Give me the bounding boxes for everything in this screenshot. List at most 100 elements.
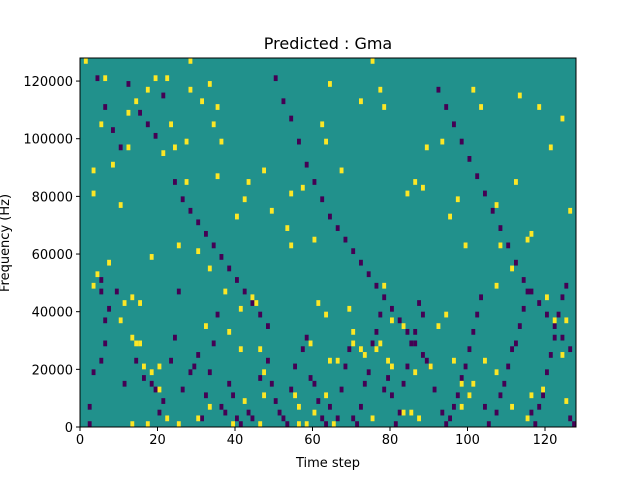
heatmap-cell-high <box>176 421 181 427</box>
heatmap-cell-high <box>211 121 216 128</box>
heatmap-cell-high <box>138 300 142 306</box>
heatmap-cell-low <box>173 334 177 341</box>
heatmap-cell-low <box>180 386 185 393</box>
heatmap-cell-high <box>537 104 542 110</box>
heatmap-cell-high <box>529 230 534 237</box>
heatmap-cell-low <box>87 403 92 410</box>
heatmap-cell-high <box>111 161 115 168</box>
heatmap-cell-low <box>320 196 325 203</box>
heatmap-cell-high <box>269 207 274 214</box>
heatmap-cell-low <box>421 352 425 358</box>
heatmap-cell-low <box>335 225 340 231</box>
heatmap-cell-low <box>378 311 383 318</box>
heatmap-cell-high <box>122 300 127 306</box>
heatmap-cell-low <box>494 409 499 416</box>
heatmap-cell-low <box>421 311 425 318</box>
heatmap-cell-low <box>103 104 108 110</box>
heatmap-cell-high <box>382 282 387 289</box>
heatmap-cells <box>83 58 576 427</box>
heatmap-cell-low <box>169 357 173 364</box>
heatmap-cell-high <box>161 150 166 157</box>
heatmap-cell-low <box>432 386 437 393</box>
heatmap-cell-high <box>242 398 247 404</box>
heatmap-cell-low <box>273 398 278 404</box>
heatmap-cell-low <box>560 294 565 301</box>
heatmap-cell-low <box>483 190 487 197</box>
heatmap-cell-low <box>304 334 309 341</box>
heatmap-cell-high <box>130 294 135 301</box>
heatmap-cell-high <box>401 409 406 416</box>
heatmap-cell-low <box>498 225 503 231</box>
heatmap-cell-high <box>130 334 135 341</box>
heatmap-cell-high <box>529 392 534 399</box>
heatmap-cell-high <box>424 144 429 151</box>
heatmap-cell-low <box>145 121 150 128</box>
heatmap-cell-low <box>219 403 224 410</box>
heatmap-cell-high <box>126 144 131 151</box>
plot-background <box>80 58 576 427</box>
heatmap-cell-high <box>409 409 414 416</box>
heatmap-cell-high <box>444 311 449 318</box>
heatmap-cell-high <box>188 58 193 64</box>
heatmap-cell-high <box>250 294 255 301</box>
heatmap-cell-low <box>215 311 220 318</box>
heatmap-cell-low <box>448 415 452 422</box>
heatmap-cell-low <box>479 294 483 301</box>
heatmap-cell-low <box>207 369 212 376</box>
heatmap-cell-low <box>126 81 131 87</box>
heatmap-cell-low <box>382 294 387 301</box>
heatmap-cell-high <box>498 242 503 249</box>
heatmap-cell-high <box>448 213 452 220</box>
heatmap-cell-low <box>347 346 352 353</box>
heatmap-cell-low <box>393 421 398 427</box>
heatmap-cell-low <box>87 421 92 427</box>
heatmap-cell-high <box>560 115 565 122</box>
heatmap-cell-low <box>157 409 162 416</box>
heatmap-cell-high <box>514 179 518 185</box>
heatmap-cell-low <box>572 421 576 427</box>
heatmap-cell-high <box>351 328 356 335</box>
heatmap-cell-low <box>188 207 193 214</box>
heatmap-cell-low <box>238 421 243 427</box>
heatmap-cell-low <box>359 259 363 266</box>
heatmap-cell-low <box>401 380 406 387</box>
heatmap-cell-low <box>397 317 402 324</box>
heatmap-cell-high <box>312 236 317 243</box>
heatmap-cell-high <box>149 369 154 376</box>
heatmap-cell-high <box>359 346 363 353</box>
heatmap-cell-low <box>529 409 534 416</box>
heatmap-cell-high <box>118 202 123 208</box>
heatmap-cell-low <box>486 421 491 427</box>
heatmap-cell-low <box>359 403 363 410</box>
heatmap-cell-high <box>219 138 224 145</box>
y-tick-label: 60000 <box>32 248 73 263</box>
heatmap-cell-low <box>188 369 193 376</box>
heatmap-cell-low <box>386 375 390 381</box>
heatmap-cell-high <box>359 98 363 105</box>
x-tick-label: 60 <box>304 433 321 448</box>
heatmap-cell-low <box>335 415 340 422</box>
heatmap-cell-low <box>107 305 111 312</box>
heatmap-cell-high <box>138 340 142 347</box>
heatmap-cell-high <box>471 86 476 93</box>
heatmap-cell-low <box>192 363 197 370</box>
heatmap-cell-high <box>157 363 162 370</box>
heatmap-cell-low <box>413 328 418 335</box>
heatmap-cell-low <box>180 196 185 203</box>
heatmap-cell-low <box>176 288 181 295</box>
heatmap-cell-high <box>328 81 332 87</box>
heatmap-cell-high <box>560 352 565 358</box>
heatmap-cell-high <box>494 369 499 376</box>
heatmap-cell-low <box>149 380 154 387</box>
heatmap-cell-high <box>262 392 266 399</box>
heatmap-cell-high <box>262 369 266 376</box>
heatmap-cell-high <box>149 254 154 260</box>
heatmap-cell-high <box>188 86 193 93</box>
heatmap-cell-high <box>258 346 263 353</box>
heatmap-cell-high <box>467 392 472 399</box>
heatmap-cell-high <box>370 58 375 64</box>
heatmap-cell-high <box>204 323 208 329</box>
heatmap-cell-high <box>83 58 88 64</box>
heatmap-cell-high <box>215 173 220 180</box>
heatmap-cell-low <box>467 156 472 162</box>
